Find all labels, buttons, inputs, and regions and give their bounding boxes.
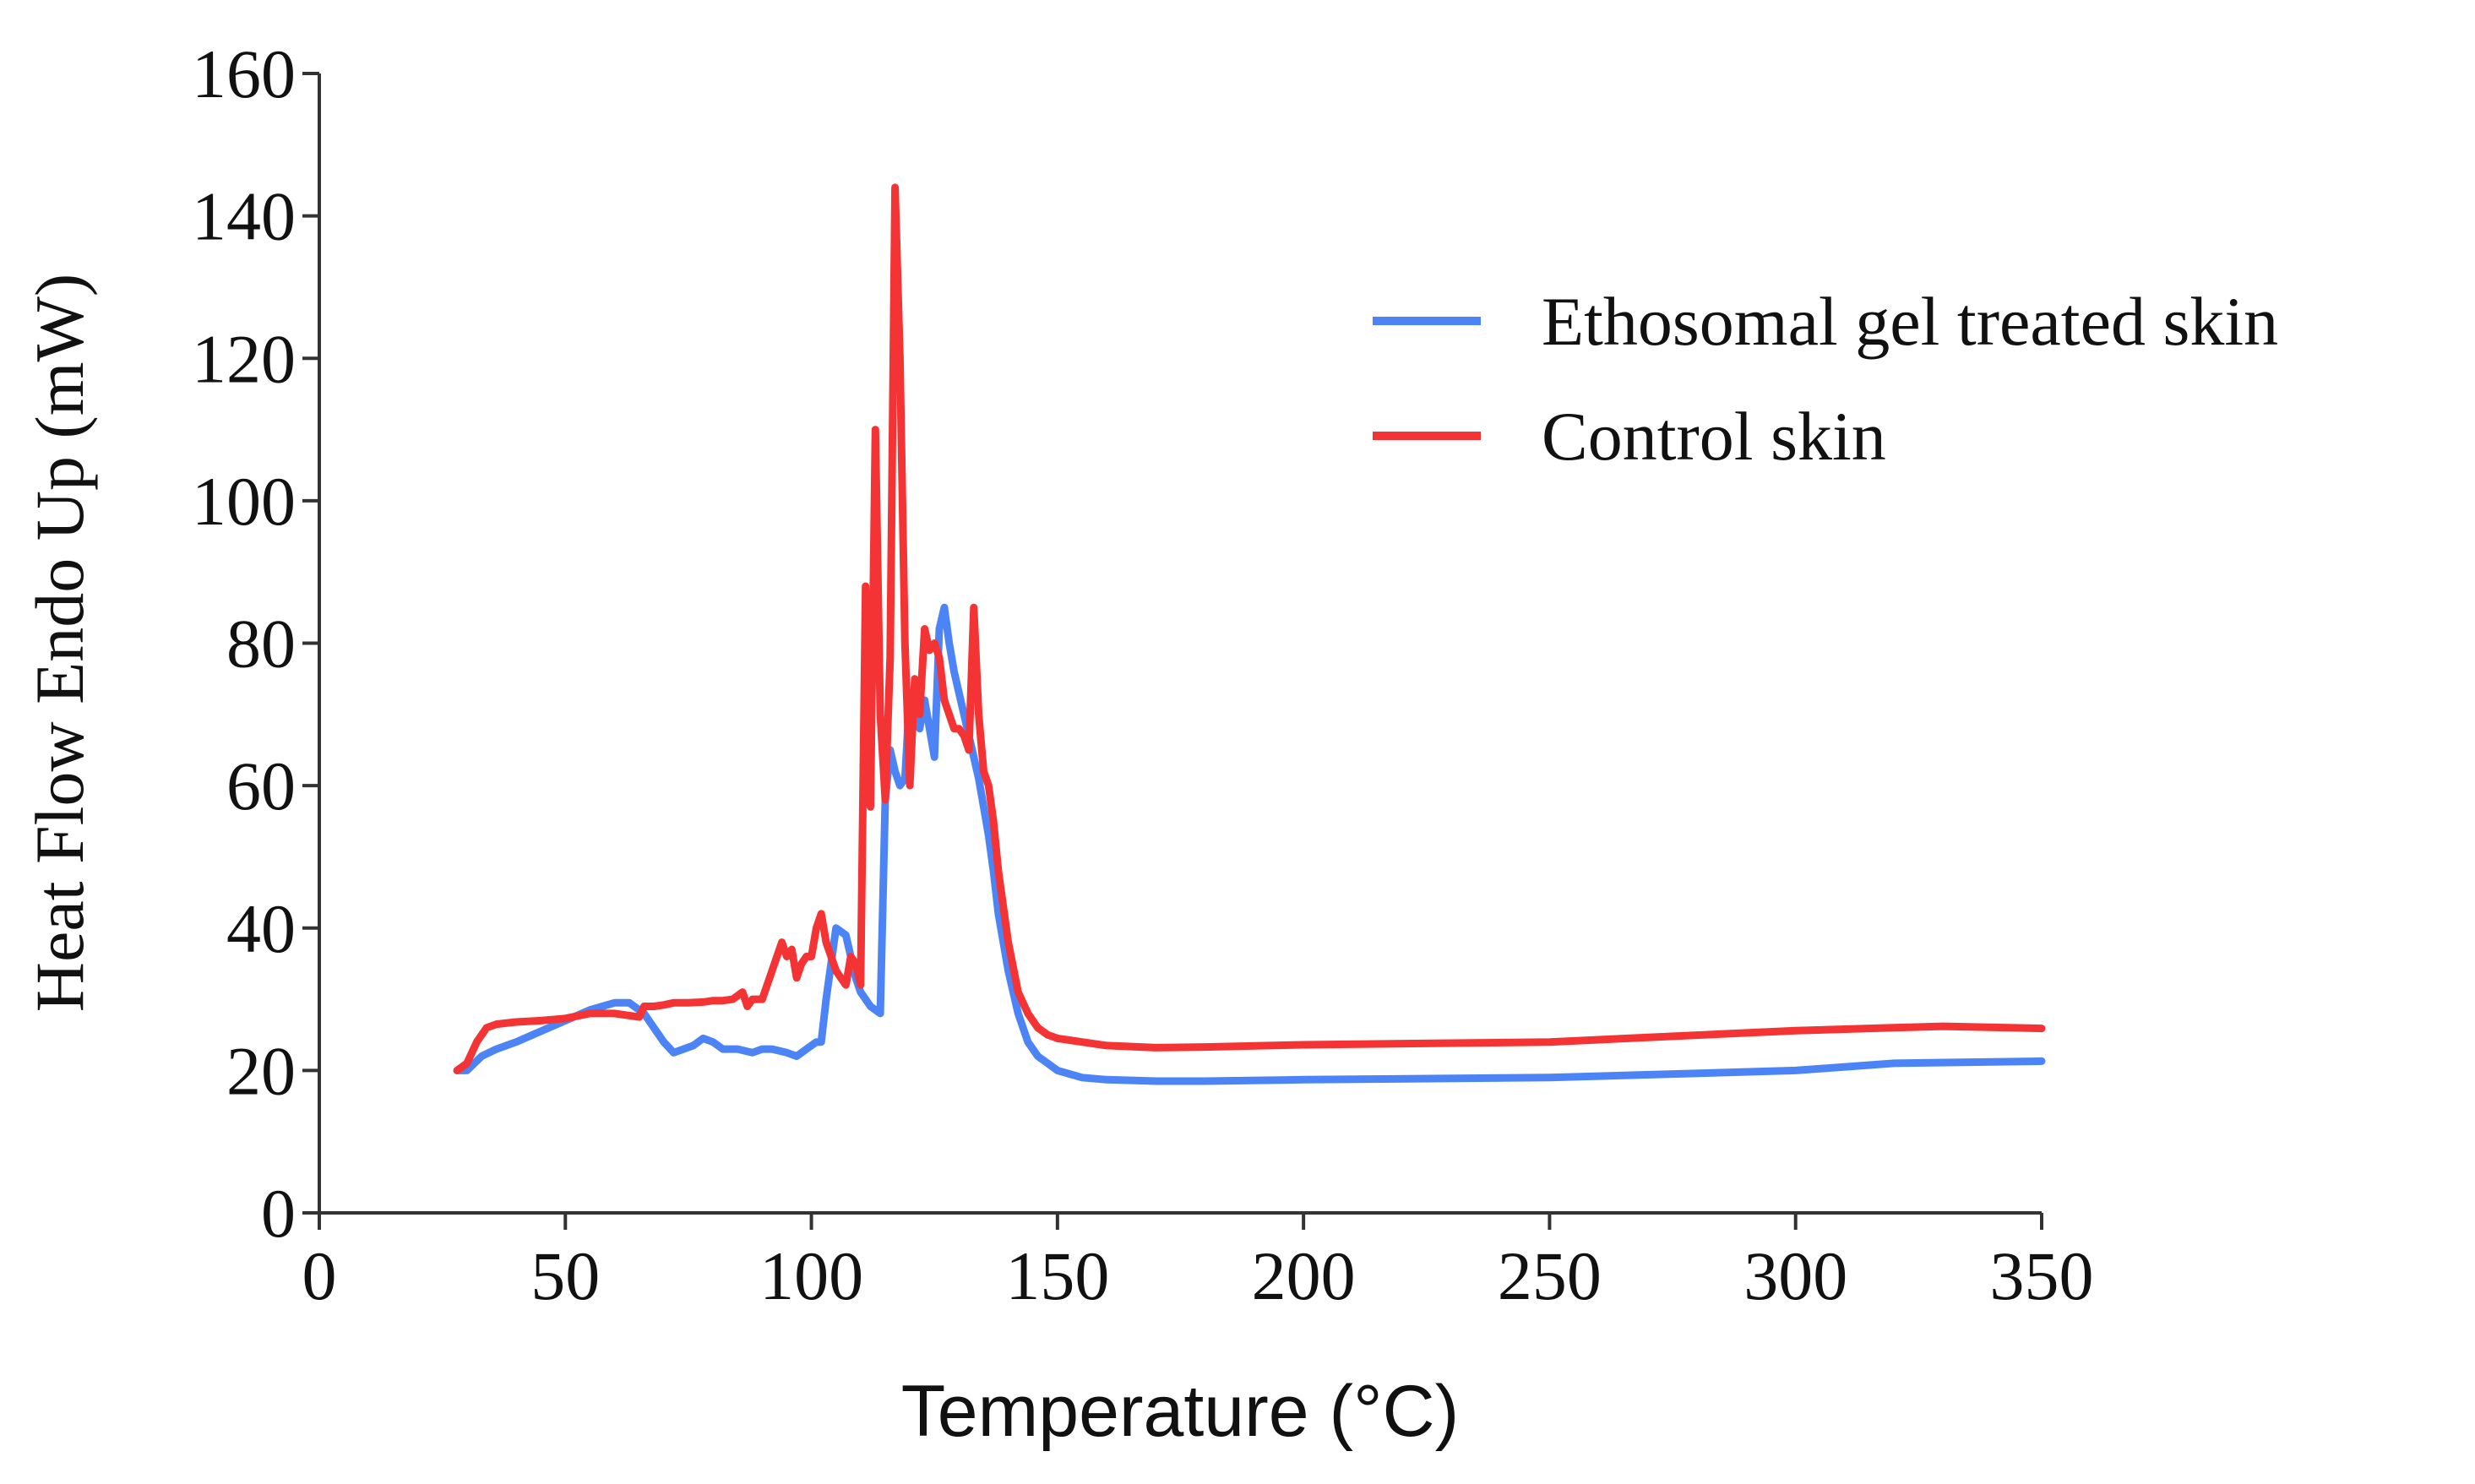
- y-tick-label: 60: [226, 747, 296, 824]
- series-line-control-skin: [453, 183, 2046, 1074]
- legend: Ethosomal gel treated skin Control skin: [1373, 283, 2278, 475]
- y-ticks: 0 20 40 60 80 100 120 140 160: [192, 35, 319, 1252]
- x-ticks: 0 50 100 150 200 250 300 350: [302, 1213, 2094, 1314]
- x-tick-label: 250: [1498, 1237, 1602, 1314]
- x-tick-label: 300: [1743, 1237, 1847, 1314]
- x-tick-label: 200: [1252, 1237, 1356, 1314]
- y-tick-label: 20: [226, 1032, 296, 1109]
- y-tick-label: 160: [192, 35, 296, 112]
- x-tick-label: 0: [302, 1237, 337, 1314]
- legend-label-control-skin: Control skin: [1542, 398, 1886, 475]
- y-axis-title: Heat Flow Endo Up (mW): [21, 274, 98, 1013]
- y-tick-label: 100: [192, 463, 296, 540]
- x-tick-label: 50: [530, 1237, 600, 1314]
- y-tick-label: 140: [192, 178, 296, 255]
- series-line-ethosomal-gel-treated-skin: [453, 603, 2046, 1085]
- y-tick-label: 0: [261, 1175, 296, 1252]
- x-axis-title: Temperature (°C): [901, 1371, 1459, 1452]
- legend-label-ethosomal-gel-treated-skin: Ethosomal gel treated skin: [1542, 283, 2278, 360]
- x-tick-label: 150: [1005, 1237, 1109, 1314]
- x-tick-label: 100: [759, 1237, 863, 1314]
- y-tick-label: 80: [226, 606, 296, 682]
- y-tick-label: 120: [192, 320, 296, 397]
- x-tick-label: 350: [1990, 1237, 2094, 1314]
- series-layer: [453, 183, 2046, 1085]
- y-tick-label: 40: [226, 890, 296, 967]
